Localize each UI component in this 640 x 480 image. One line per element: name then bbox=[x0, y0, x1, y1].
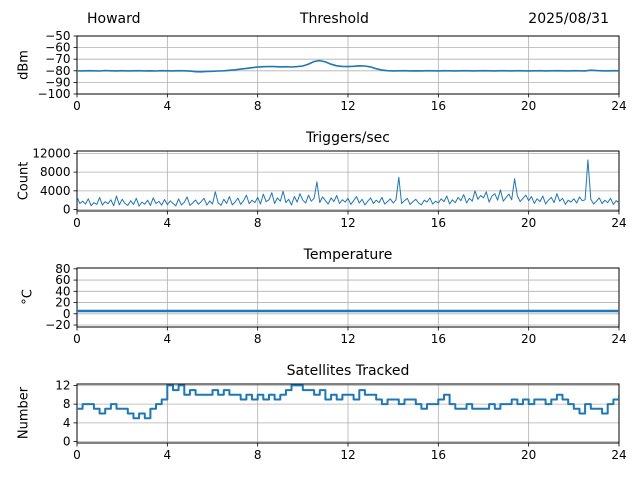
y-tick-label: 20 bbox=[55, 296, 70, 310]
y-tick-label: 8000 bbox=[40, 165, 71, 179]
x-tick-label: 4 bbox=[164, 448, 172, 462]
chart2-title: Triggers/sec bbox=[306, 130, 390, 146]
x-tick-label: 8 bbox=[254, 99, 262, 113]
data-line bbox=[77, 159, 619, 207]
x-tick-label: 24 bbox=[611, 99, 626, 113]
x-tick-label: 8 bbox=[254, 448, 262, 462]
x-tick-label: 8 bbox=[254, 332, 262, 346]
y-tick-label: 0 bbox=[63, 435, 71, 449]
y-tick-label: 0 bbox=[63, 203, 71, 217]
x-tick-label: 20 bbox=[521, 99, 536, 113]
chart1-date: 2025/08/31 bbox=[528, 11, 609, 27]
x-tick-label: 0 bbox=[73, 99, 81, 113]
x-tick-label: 0 bbox=[73, 216, 81, 230]
x-tick-label: 16 bbox=[431, 332, 446, 346]
chart1-title: Threshold bbox=[299, 11, 369, 27]
chart1-title-row: Howard Threshold 2025/08/31 bbox=[77, 10, 619, 28]
y-tick-label: 12000 bbox=[32, 146, 70, 160]
y-tick-label: 0 bbox=[63, 307, 71, 321]
y-tick-label: −90 bbox=[45, 75, 70, 89]
x-tick-label: 16 bbox=[431, 99, 446, 113]
axes-border bbox=[76, 35, 620, 95]
x-tick-label: 16 bbox=[431, 448, 446, 462]
y-tick-label: 4 bbox=[63, 416, 71, 430]
chart2-title-row: Triggers/sec bbox=[77, 129, 619, 147]
x-tick-label: 12 bbox=[340, 216, 355, 230]
y-tick-label: −60 bbox=[45, 41, 70, 55]
x-tick-label: 20 bbox=[521, 448, 536, 462]
x-tick-label: 0 bbox=[73, 448, 81, 462]
axes-border bbox=[76, 150, 620, 212]
chart4-title: Satellites Tracked bbox=[286, 363, 410, 379]
chart1-title-left: Howard bbox=[87, 11, 141, 27]
x-tick-label: 8 bbox=[254, 216, 262, 230]
chart2-ylabel: Count bbox=[16, 161, 32, 201]
y-tick-label: 40 bbox=[55, 284, 70, 298]
x-tick-label: 12 bbox=[340, 99, 355, 113]
x-tick-label: 24 bbox=[611, 332, 626, 346]
y-tick-label: −20 bbox=[45, 318, 70, 332]
x-tick-label: 4 bbox=[164, 99, 172, 113]
y-tick-label: 60 bbox=[55, 273, 70, 287]
x-tick-label: 4 bbox=[164, 332, 172, 346]
axes-border bbox=[76, 267, 620, 328]
y-tick-label: −70 bbox=[45, 52, 70, 66]
chart3-title-row: Temperature bbox=[77, 246, 619, 264]
x-tick-label: 12 bbox=[340, 332, 355, 346]
chart3-ylabel: °C bbox=[20, 289, 36, 305]
y-tick-label: −50 bbox=[45, 29, 70, 43]
chart4-ylabel: Number bbox=[16, 386, 32, 440]
x-tick-label: 0 bbox=[73, 332, 81, 346]
y-tick-label: 8 bbox=[63, 397, 71, 411]
y-tick-label: −100 bbox=[38, 87, 71, 101]
y-tick-label: 12 bbox=[55, 378, 70, 392]
x-tick-label: 24 bbox=[611, 216, 626, 230]
x-tick-label: 20 bbox=[521, 332, 536, 346]
y-tick-label: 80 bbox=[55, 262, 70, 276]
y-tick-label: 4000 bbox=[40, 184, 71, 198]
data-line bbox=[77, 384, 619, 420]
x-tick-label: 12 bbox=[340, 448, 355, 462]
x-tick-label: 16 bbox=[431, 216, 446, 230]
chart1-ylabel: dBm bbox=[16, 50, 32, 80]
y-tick-label: −80 bbox=[45, 64, 70, 78]
data-line bbox=[77, 59, 619, 73]
axes-border bbox=[76, 383, 620, 444]
chart4-title-row: Satellites Tracked bbox=[77, 362, 619, 380]
x-tick-label: 20 bbox=[521, 216, 536, 230]
chart3-title: Temperature bbox=[303, 247, 393, 263]
x-tick-label: 4 bbox=[164, 216, 172, 230]
x-tick-label: 24 bbox=[611, 448, 626, 462]
